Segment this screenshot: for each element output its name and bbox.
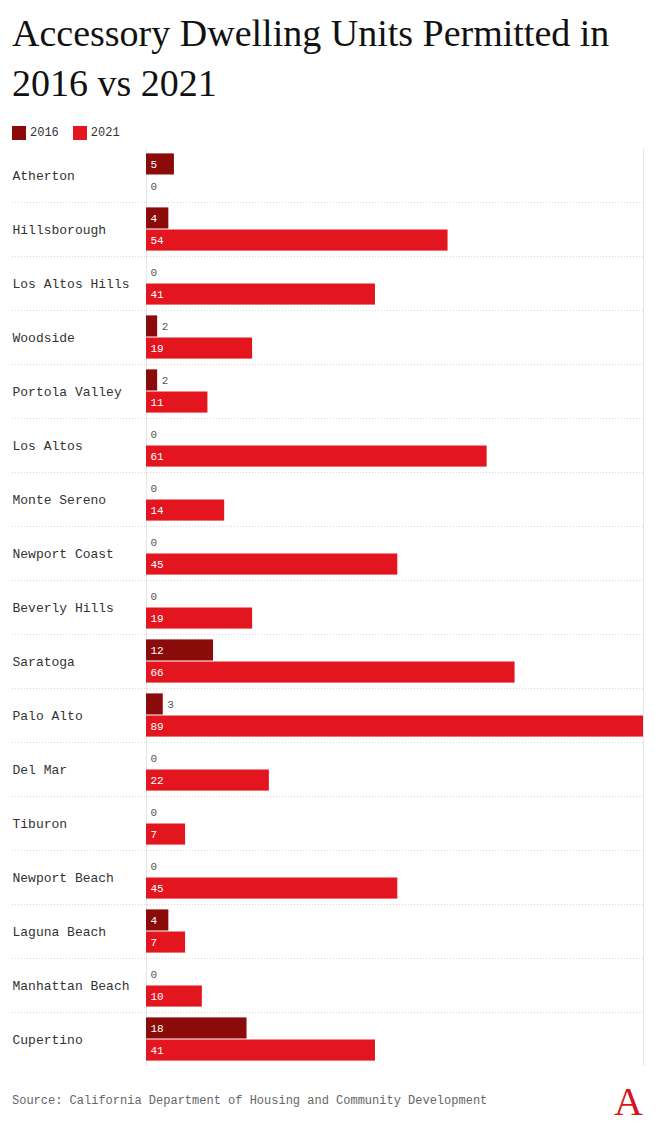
svg-text:4: 4 [151, 915, 158, 927]
svg-text:Palo Alto: Palo Alto [13, 709, 83, 724]
svg-text:66: 66 [151, 667, 164, 679]
svg-text:5: 5 [151, 159, 158, 171]
html-text:Source: California Department: Source: California Department of Housing… [12, 1094, 488, 1108]
svg-text:14: 14 [151, 505, 165, 517]
html-text:A: A [614, 1079, 643, 1124]
svg-text:19: 19 [151, 613, 164, 625]
svg-text:11: 11 [151, 397, 165, 409]
svg-text:0: 0 [151, 969, 158, 981]
svg-text:7: 7 [151, 829, 158, 841]
svg-text:Tiburon: Tiburon [13, 817, 68, 832]
svg-text:19: 19 [151, 343, 164, 355]
svg-text:2: 2 [162, 375, 169, 387]
svg-text:Cupertino: Cupertino [13, 1033, 83, 1048]
svg-text:45: 45 [151, 559, 164, 571]
svg-text:Beverly Hills: Beverly Hills [13, 601, 114, 616]
svg-text:Del Mar: Del Mar [13, 763, 68, 778]
svg-text:0: 0 [151, 861, 158, 873]
svg-text:0: 0 [151, 483, 158, 495]
svg-text:Manhattan Beach: Manhattan Beach [13, 979, 130, 994]
svg-text:61: 61 [151, 451, 165, 463]
svg-text:Los Altos: Los Altos [13, 439, 83, 454]
svg-text:Newport Beach: Newport Beach [13, 871, 114, 886]
svg-text:Portola Valley: Portola Valley [13, 385, 122, 400]
svg-text:10: 10 [151, 991, 164, 1003]
svg-text:41: 41 [151, 1045, 165, 1057]
svg-text:Woodside: Woodside [13, 331, 75, 346]
svg-text:0: 0 [151, 429, 158, 441]
svg-text:18: 18 [151, 1023, 164, 1035]
html-text:Accessory Dwelling Units Permi: Accessory Dwelling Units Permitted in 20… [12, 12, 610, 104]
svg-text:0: 0 [151, 537, 158, 549]
html-text:2021: 2021 [90, 126, 120, 140]
svg-text:Los Altos Hills: Los Altos Hills [13, 277, 130, 292]
svg-text:Hillsborough: Hillsborough [13, 223, 107, 238]
svg-text:0: 0 [151, 591, 158, 603]
svg-text:7: 7 [151, 937, 158, 949]
svg-text:22: 22 [151, 775, 164, 787]
svg-text:0: 0 [151, 807, 158, 819]
svg-text:3: 3 [167, 699, 174, 711]
svg-text:54: 54 [151, 235, 165, 247]
svg-text:89: 89 [151, 721, 164, 733]
svg-text:4: 4 [151, 213, 158, 225]
svg-text:Monte Sereno: Monte Sereno [13, 493, 107, 508]
svg-text:0: 0 [151, 753, 158, 765]
svg-text:Saratoga: Saratoga [13, 655, 76, 670]
svg-text:0: 0 [151, 181, 158, 193]
svg-text:Newport Coast: Newport Coast [13, 547, 114, 562]
svg-text:0: 0 [151, 267, 158, 279]
svg-text:45: 45 [151, 883, 164, 895]
svg-text:Laguna Beach: Laguna Beach [13, 925, 107, 940]
svg-text:Atherton: Atherton [13, 169, 75, 184]
svg-text:2: 2 [162, 321, 169, 333]
html-text:2016: 2016 [30, 126, 59, 140]
svg-text:12: 12 [151, 645, 164, 657]
svg-text:41: 41 [151, 289, 165, 301]
